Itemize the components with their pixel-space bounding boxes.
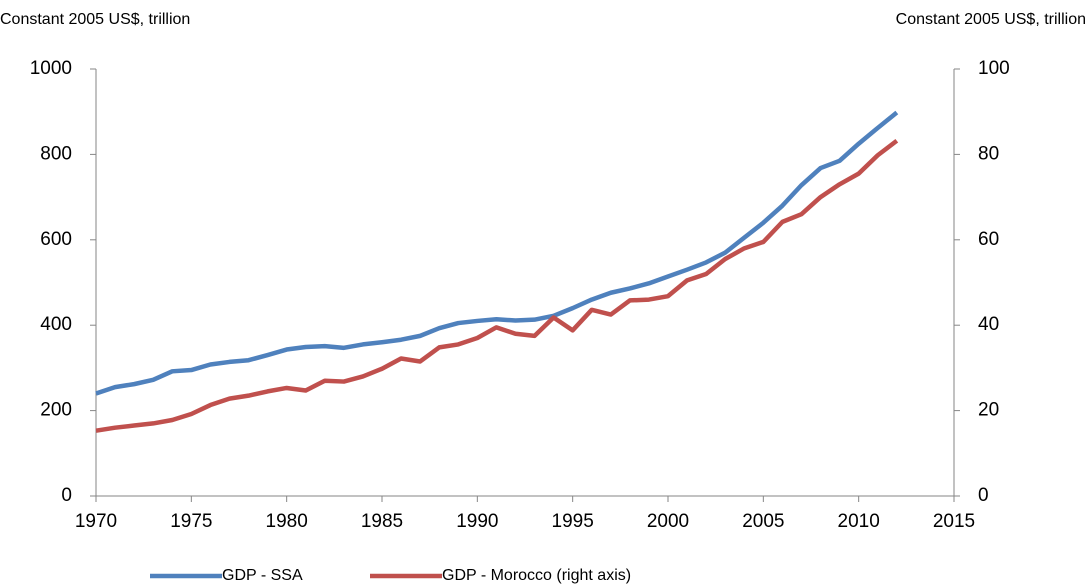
x-tick-label: 1990: [456, 511, 498, 532]
y-tick-label: 200: [40, 400, 72, 421]
y2-tick-label: 80: [978, 143, 999, 164]
x-tick-label: 1975: [170, 511, 212, 532]
y-tick-label: 0: [61, 485, 72, 506]
x-tick-label: 2015: [933, 511, 975, 532]
x-tick-label: 1985: [361, 511, 403, 532]
y2-tick-label: 100: [978, 58, 1010, 79]
y-axis-label: Constant 2005 US$, trillion: [0, 11, 190, 28]
data-line: [95, 110, 899, 396]
y-tick-label: 400: [40, 314, 72, 335]
x-tick-label: 2010: [838, 511, 880, 532]
y-tick-label: 1000: [30, 58, 72, 79]
x-tick-label: 2000: [647, 511, 689, 532]
y2-tick-label: 20: [978, 400, 999, 421]
x-tick-label: 1980: [266, 511, 308, 532]
legend-label: GDP - SSA: [222, 567, 303, 584]
x-tick-label: 1995: [552, 511, 594, 532]
x-tick-label: 1970: [75, 511, 117, 532]
data-line: [95, 138, 899, 433]
x-tick-label: 2005: [742, 511, 784, 532]
y2-tick-label: 0: [978, 485, 989, 506]
y-tick-label: 600: [40, 229, 72, 250]
y2-tick-label: 60: [978, 229, 999, 250]
y2-tick-label: 40: [978, 314, 999, 335]
y-tick-label: 800: [40, 143, 72, 164]
y2-axis-label: Constant 2005 US$, trillion: [896, 11, 1086, 28]
legend-label: GDP - Morocco (right axis): [442, 567, 631, 584]
